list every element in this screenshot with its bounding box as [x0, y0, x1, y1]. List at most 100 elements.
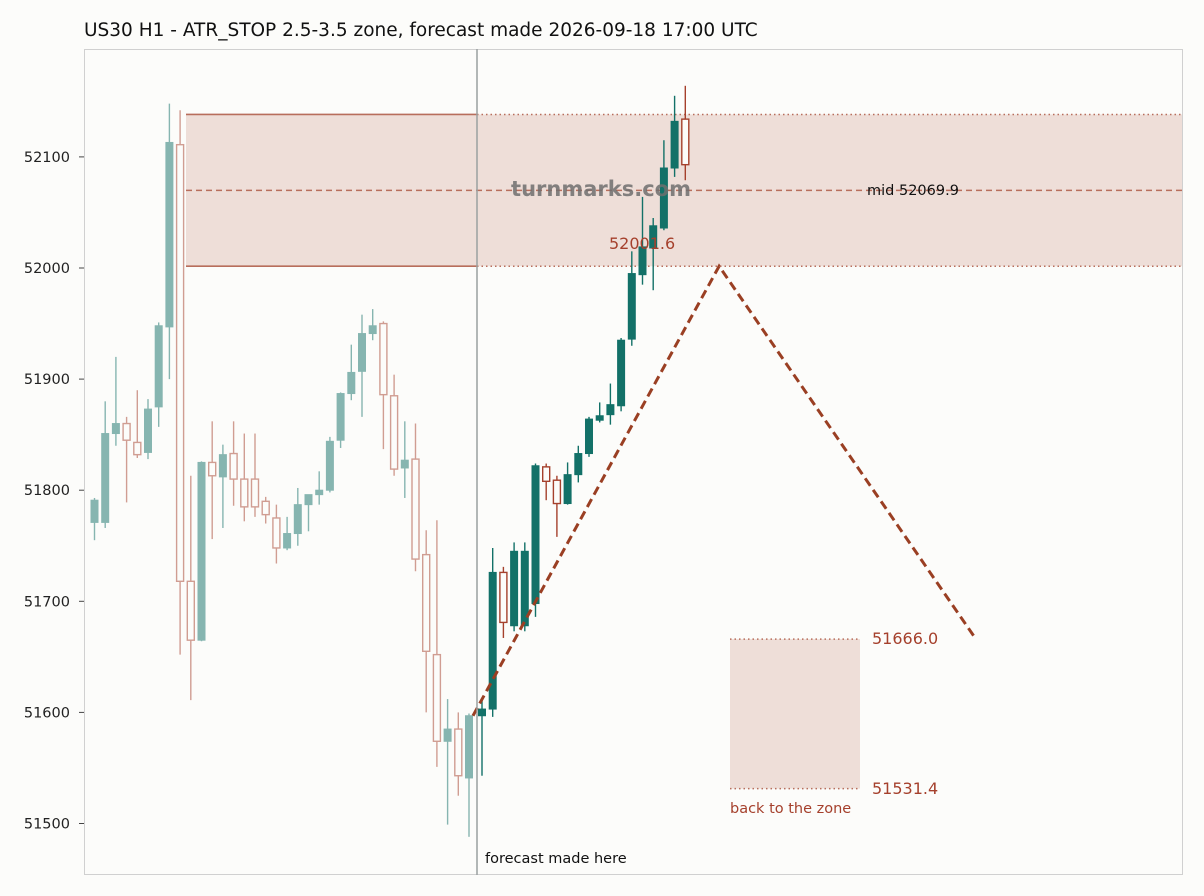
actual-candle-body: [488, 571, 497, 710]
actual-candle-body: [638, 246, 647, 276]
history-candle: [283, 516, 292, 551]
actual-candle: [478, 700, 486, 776]
y-tick-label: 51700: [24, 594, 70, 610]
forecast-line: [471, 263, 978, 717]
chart-title: US30 H1 - ATR_STOP 2.5-3.5 zone, forecas…: [84, 20, 758, 41]
history-candle: [144, 399, 152, 460]
history-candle-body: [315, 489, 324, 496]
actual-candle: [488, 547, 497, 717]
history-candle: [261, 496, 270, 524]
history-candle: [465, 713, 473, 837]
history-candle-body: [90, 499, 99, 523]
history-candle: [154, 322, 163, 427]
history-candle: [165, 103, 174, 380]
y-tick-label: 52100: [24, 150, 70, 166]
history-candle: [304, 494, 313, 532]
history-candle-body: [175, 143, 185, 583]
actual-candle-body: [617, 339, 626, 407]
actual-candle-body: [563, 474, 572, 505]
actual-candle: [542, 463, 551, 501]
history-candle: [379, 321, 388, 450]
actual-candle-body: [499, 571, 508, 624]
actual-candle: [520, 542, 529, 632]
actual-candle-body: [670, 120, 679, 169]
history-candle-body: [218, 454, 227, 478]
history-candle: [325, 436, 334, 493]
history-candle: [389, 374, 399, 476]
history-candle: [122, 416, 131, 503]
forecast-path: [471, 263, 978, 717]
history-candle-body: [197, 461, 206, 641]
history-candle: [90, 497, 99, 541]
actual-candle-body: [681, 118, 690, 166]
history-candle: [347, 344, 356, 401]
history-candle: [422, 530, 431, 713]
target-low-label: 51531.4: [872, 779, 938, 798]
peak-label: 52001.6: [609, 234, 675, 253]
upper-zone: [186, 113, 1182, 268]
actual-candle-body: [649, 225, 658, 249]
history-candle-body: [432, 653, 442, 742]
target-zone: [730, 638, 860, 790]
actual-candle: [499, 566, 508, 638]
history-candle-body: [111, 423, 120, 435]
history-candle-body: [368, 325, 377, 335]
history-candle: [358, 314, 366, 417]
history-candle: [101, 401, 110, 528]
history-candle-body: [358, 333, 366, 372]
history-candle: [175, 110, 185, 655]
actual-candle: [595, 402, 604, 423]
history-candle-body: [207, 461, 217, 477]
history-candle: [432, 520, 442, 767]
history-candle-body: [422, 553, 431, 652]
actual-candle-body: [520, 550, 529, 627]
history-candle-body: [133, 441, 142, 456]
actual-candle: [638, 196, 647, 285]
history-candle-body: [325, 440, 334, 491]
history-candle-body: [144, 408, 152, 453]
history-candle: [411, 423, 420, 572]
actual-candle: [681, 85, 690, 181]
mid-label: mid 52069.9: [867, 183, 959, 199]
actual-candle: [552, 475, 562, 537]
history-candle-body: [304, 494, 313, 506]
history-candle: [293, 487, 302, 546]
history-candle-body: [465, 715, 473, 779]
actual-candle-body: [531, 465, 540, 605]
history-candle-body: [240, 478, 249, 508]
history-candle-body: [336, 393, 345, 441]
y-tick-label: 51600: [24, 705, 70, 721]
actual-candle-body: [478, 708, 486, 717]
history-candle-body: [101, 433, 110, 523]
actual-candles: [478, 85, 690, 776]
actual-candle-body: [552, 479, 562, 505]
actual-candle: [649, 218, 658, 291]
history-candle-body: [186, 580, 196, 641]
actual-candle: [606, 383, 615, 425]
forecast-made-label: forecast made here: [485, 851, 627, 867]
history-candle-body: [389, 395, 399, 470]
history-candle: [186, 475, 196, 701]
history-candle: [207, 421, 217, 540]
history-candle-body: [347, 371, 356, 395]
actual-candle: [670, 95, 679, 177]
y-tick-label: 51800: [24, 483, 70, 499]
history-candle-body: [250, 478, 260, 508]
target-high-label: 51666.0: [872, 629, 938, 648]
history-candle-body: [165, 141, 174, 328]
history-candle-body: [229, 452, 238, 480]
history-candle: [443, 699, 452, 825]
actual-candle: [627, 251, 636, 346]
history-candle: [111, 356, 120, 446]
history-candle-body: [379, 322, 388, 396]
history-candle: [218, 444, 227, 528]
actual-candle-body: [606, 404, 615, 416]
actual-candle: [531, 463, 540, 617]
history-candle: [400, 421, 409, 498]
history-candle: [229, 421, 238, 506]
history-candle: [272, 504, 281, 564]
target-zone-fill: [730, 639, 860, 789]
y-tick-label: 51900: [24, 372, 70, 388]
